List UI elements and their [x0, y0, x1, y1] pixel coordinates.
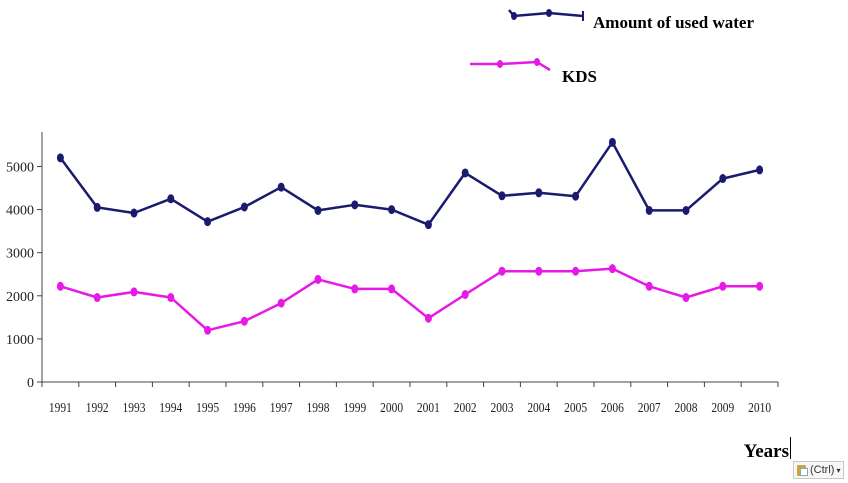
- x-tick-label: 2001: [417, 400, 440, 415]
- data-point: [314, 205, 322, 215]
- data-point: [351, 284, 359, 294]
- x-tick-label: 1999: [343, 400, 366, 415]
- data-point: [719, 281, 727, 291]
- x-tick-label: 1992: [86, 400, 109, 415]
- data-point: [204, 325, 212, 335]
- data-point: [756, 165, 764, 175]
- legend-marker: [511, 12, 517, 20]
- data-point: [572, 191, 580, 201]
- clipboard-paste-icon: [797, 464, 808, 476]
- chart-series: [56, 137, 764, 335]
- data-point: [498, 266, 506, 276]
- data-point: [93, 293, 101, 303]
- x-tick-label: 2006: [601, 400, 624, 415]
- x-tick-label: 2004: [527, 400, 550, 415]
- y-tick-label: 1000: [6, 333, 34, 348]
- data-point: [56, 281, 64, 291]
- x-tick-label: 2010: [748, 400, 771, 415]
- data-point: [498, 191, 506, 201]
- data-point: [645, 281, 653, 291]
- paste-options-button[interactable]: (Ctrl) ▾: [793, 461, 845, 479]
- x-tick-label: 2002: [454, 400, 477, 415]
- data-point: [93, 202, 101, 212]
- legend-marker: [497, 60, 503, 68]
- data-point: [461, 290, 469, 299]
- data-point: [314, 274, 322, 284]
- data-point: [167, 293, 175, 303]
- data-point: [719, 174, 727, 184]
- data-point: [130, 208, 138, 218]
- data-point: [56, 153, 64, 163]
- legend-marker: [534, 58, 540, 66]
- legend-label: KDS: [562, 67, 597, 86]
- y-tick-label: 3000: [6, 247, 34, 262]
- data-point: [351, 200, 359, 210]
- data-point: [645, 205, 653, 215]
- data-point: [167, 194, 175, 204]
- data-point: [388, 284, 396, 294]
- data-point: [240, 316, 248, 326]
- data-point: [277, 182, 285, 192]
- x-tick-label: 1994: [159, 400, 182, 415]
- x-tick-label: 1998: [307, 400, 330, 415]
- y-tick-label: 2000: [6, 290, 34, 305]
- chart-axes: 0 1000 2000 3000 4000 5000 1991 1992 1993 1994 199…: [6, 132, 789, 462]
- x-tick-label: 2000: [380, 400, 403, 415]
- x-tick-label: 2008: [675, 400, 698, 415]
- data-point: [388, 205, 396, 215]
- data-point: [240, 202, 248, 212]
- x-tick-label: 1991: [49, 400, 72, 415]
- text-cursor: [790, 437, 791, 459]
- data-point: [130, 287, 138, 297]
- x-axis-label: Years: [744, 441, 789, 462]
- series-0: [56, 137, 764, 230]
- data-point: [682, 205, 690, 215]
- x-tick-label: 1997: [270, 400, 293, 415]
- x-tick-label: 2005: [564, 400, 587, 415]
- y-tick-label: 5000: [6, 160, 34, 175]
- legend-line: [470, 60, 551, 72]
- legend-entry: KDS: [470, 58, 597, 86]
- data-point: [608, 264, 616, 274]
- data-point: [608, 137, 616, 147]
- data-point: [461, 168, 469, 178]
- x-tick-label: 2003: [491, 400, 514, 415]
- series-1: [56, 264, 764, 335]
- x-tick-label: 2009: [711, 400, 734, 415]
- data-point: [682, 293, 690, 303]
- data-point: [277, 298, 285, 308]
- series-line: [60, 267, 760, 332]
- data-point: [535, 266, 543, 276]
- series-line: [59, 141, 760, 226]
- data-point: [424, 313, 432, 323]
- data-point: [535, 188, 543, 198]
- legend-label: Amount of used water: [593, 13, 754, 32]
- x-tick-label: 1993: [123, 400, 146, 415]
- data-point: [204, 217, 212, 227]
- y-tick-label: 0: [27, 376, 34, 391]
- chevron-down-icon: ▾: [836, 465, 841, 475]
- legend: Amount of used water KDS: [470, 9, 754, 86]
- legend-marker: [546, 9, 552, 17]
- data-point: [424, 220, 432, 230]
- data-point: [756, 281, 764, 291]
- x-tick-label: 2007: [638, 400, 661, 415]
- x-tick-label: 1995: [196, 400, 219, 415]
- paste-options-label: (Ctrl): [810, 464, 835, 476]
- legend-entry: Amount of used water: [508, 9, 754, 32]
- x-tick-label: 1996: [233, 400, 256, 415]
- y-tick-label: 4000: [6, 204, 34, 219]
- data-point: [572, 266, 580, 276]
- legend-line: [508, 9, 584, 18]
